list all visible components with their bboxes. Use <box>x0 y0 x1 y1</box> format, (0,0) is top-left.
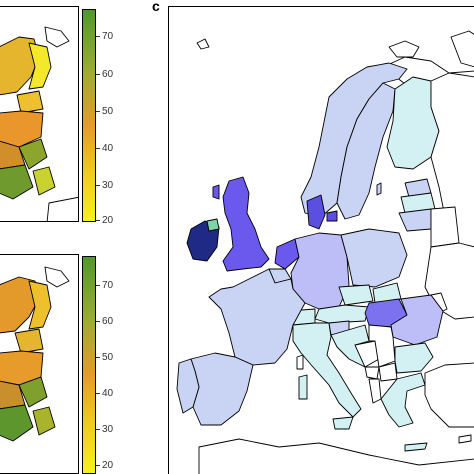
region-north-sea <box>44 26 70 48</box>
colorbar-tick: 50 <box>102 352 114 363</box>
region-turkey <box>424 362 474 428</box>
region-balkan-4 <box>32 166 56 196</box>
region-crete <box>404 442 428 452</box>
region-netherlands <box>274 238 300 270</box>
region-belarus <box>430 206 460 248</box>
colorbar-tick: 70 <box>102 280 114 291</box>
region-denmark <box>306 194 326 230</box>
colorbar-tick: 20 <box>102 460 114 471</box>
region-north-africa <box>198 438 474 474</box>
colorbar-tick: 40 <box>102 143 114 154</box>
region-central-east <box>0 110 44 148</box>
region-finland <box>28 280 52 330</box>
colorbar-tick: 20 <box>102 215 114 226</box>
panel-label-c: c <box>152 0 160 14</box>
region-sicily <box>332 416 354 430</box>
region-scandinavia <box>0 276 40 334</box>
region-baltics <box>14 328 44 354</box>
region-hebrides <box>212 184 220 200</box>
region-balkan-3 <box>0 404 34 442</box>
colorbar-tick: 60 <box>102 316 114 327</box>
region-poland <box>340 228 408 288</box>
region-sardinia <box>298 374 308 400</box>
region-north-sea <box>44 266 70 288</box>
region-novaya-zemlya <box>450 30 474 68</box>
region-gotland <box>376 182 382 196</box>
colorbar-tick: 60 <box>102 69 114 80</box>
colorbar-top <box>82 9 96 222</box>
region-baltics <box>16 90 44 114</box>
colorbar-tick: 70 <box>102 31 114 42</box>
colorbar-tick: 40 <box>102 388 114 399</box>
region-corsica <box>296 354 304 370</box>
map-panel-bottom-left <box>0 254 79 474</box>
region-balkan-2 <box>18 376 48 408</box>
region-balkan-2 <box>18 138 48 170</box>
region-finland <box>28 42 52 90</box>
region-montenegro <box>364 366 380 380</box>
region-france <box>208 268 306 366</box>
region-serbia <box>368 324 396 368</box>
colorbar-tick: 30 <box>102 180 114 191</box>
region-greece <box>380 372 426 428</box>
region-balkan-3 <box>0 164 34 200</box>
colorbar-bottom <box>82 256 96 474</box>
region-denmark-isles <box>326 210 338 222</box>
region-moldova <box>430 292 448 312</box>
map-panel-top-left <box>0 6 79 222</box>
europe-map-top-left <box>0 26 78 221</box>
colorbar-tick: 30 <box>102 424 114 435</box>
region-balkan-4 <box>32 406 56 436</box>
europe-map-c <box>176 30 474 474</box>
europe-map-bottom-left <box>0 266 70 442</box>
map-panel-c <box>168 6 474 474</box>
region-cyprus <box>458 434 472 444</box>
region-great-britain <box>222 176 270 272</box>
region-northern-ireland <box>206 218 220 232</box>
region-turkey-edge <box>46 196 78 221</box>
region-lithuania <box>398 208 432 232</box>
region-czechia <box>338 284 374 306</box>
region-svalbard <box>388 40 420 58</box>
region-spain <box>190 352 254 426</box>
region-iceland <box>196 38 210 50</box>
region-portugal <box>176 358 200 414</box>
region-bulgaria <box>394 342 434 374</box>
region-albania <box>368 378 382 404</box>
colorbar-tick: 50 <box>102 106 114 117</box>
